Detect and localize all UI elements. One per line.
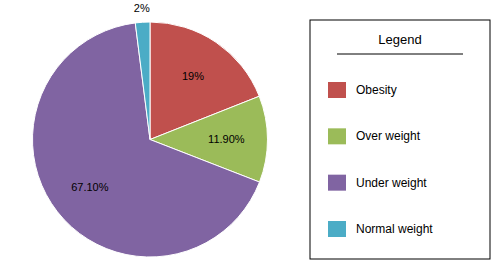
- legend-item: Under weight: [328, 175, 427, 191]
- legend-swatch: [328, 128, 346, 144]
- pie-slice: [32, 23, 259, 257]
- legend-label: Normal weight: [356, 222, 433, 236]
- data-labels: 19% 11.90% 67.10% 2%: [71, 2, 245, 192]
- legend-swatch: [328, 82, 346, 98]
- legend-box: [310, 20, 490, 259]
- legend-title: Legend: [378, 32, 421, 47]
- legend-swatch: [328, 221, 346, 237]
- legend-item: Normal weight: [328, 221, 433, 237]
- legend-title-underline: [337, 54, 463, 55]
- legend-item: Obesity: [328, 82, 397, 98]
- data-label: 19%: [182, 70, 204, 82]
- legend: Legend Obesity Over weight Under weight Norm…: [310, 20, 490, 259]
- legend-item: Over weight: [328, 128, 421, 144]
- pie-slice: [135, 22, 150, 140]
- pie: [32, 22, 267, 257]
- data-label: 11.90%: [208, 133, 245, 145]
- data-label: 67.10%: [71, 181, 109, 193]
- data-label: 2%: [134, 2, 150, 14]
- legend-label: Obesity: [356, 83, 397, 97]
- chart: 19% 11.90% 67.10% 2% Legend Obesity Over weigh…: [0, 0, 500, 279]
- legend-swatch: [328, 175, 346, 191]
- legend-label: Under weight: [356, 176, 427, 190]
- legend-label: Over weight: [356, 129, 421, 143]
